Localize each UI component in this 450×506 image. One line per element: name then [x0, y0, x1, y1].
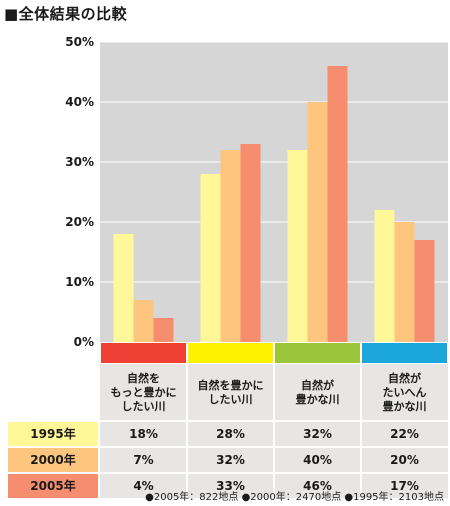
- category-strips: [101, 343, 447, 363]
- table-cell: 46%: [303, 479, 332, 493]
- row-header-label: 1995年: [30, 426, 75, 441]
- category-strip: [188, 343, 273, 363]
- bar: [220, 150, 241, 342]
- bar: [327, 66, 348, 342]
- category-strip: [362, 343, 447, 363]
- chart-title: ■全体結果の比較: [4, 5, 128, 23]
- category-label: 自然が: [388, 371, 421, 385]
- category-strip: [275, 343, 360, 363]
- category-label: 自然が: [301, 378, 334, 392]
- row-header: [8, 474, 98, 498]
- y-axis-ticks: 0% 10% 20% 30% 40% 50%: [65, 35, 94, 349]
- y-tick-label: 20%: [65, 215, 94, 229]
- row-header-label: 2000年: [30, 452, 75, 467]
- sample-size-note: ●2005年：822地点 ●2000年：2470地点 ●1995年：2103地点: [145, 492, 444, 503]
- table-cell: 4%: [133, 479, 153, 493]
- category-labels: 自然をもっと豊かにしたい川自然を豊かにしたい川自然が豊かな川自然がたいへん豊かな…: [100, 364, 448, 420]
- table-cell: 28%: [216, 427, 245, 441]
- bar: [287, 150, 308, 342]
- bar: [153, 318, 174, 342]
- bar: [414, 240, 435, 342]
- category-label: 自然を豊かに: [198, 378, 264, 392]
- y-tick-label: 50%: [65, 35, 94, 49]
- bars: [113, 66, 435, 342]
- table-cell: 32%: [216, 453, 245, 467]
- bar: [374, 210, 395, 342]
- table-cell: 32%: [303, 427, 332, 441]
- bar: [113, 234, 134, 342]
- table-cell: 20%: [390, 453, 419, 467]
- y-tick-label: 10%: [65, 275, 94, 289]
- category-label: したい川: [122, 400, 166, 413]
- category-label: 豊かな川: [296, 392, 340, 406]
- y-tick-label: 40%: [65, 95, 94, 109]
- category-label: したい川: [209, 393, 253, 406]
- bar: [200, 174, 221, 342]
- table-cell: 40%: [303, 453, 332, 467]
- category-label: 自然を: [127, 371, 160, 385]
- table-cell: 17%: [390, 479, 419, 493]
- row-header: [8, 448, 98, 472]
- bar: [240, 144, 261, 342]
- row-header: [8, 422, 98, 446]
- bar: [133, 300, 154, 342]
- category-label: もっと豊かに: [111, 385, 177, 399]
- y-tick-label: 30%: [65, 155, 94, 169]
- data-table: 1995年 18% 28% 32% 22% 2000年 7% 32% 40% 20% 2005年 4%…: [8, 422, 448, 498]
- table-cell: 22%: [390, 427, 419, 441]
- row-header-label: 2005年: [30, 478, 75, 493]
- bar: [307, 102, 328, 342]
- category-strip: [101, 343, 186, 363]
- category-label: たいへん: [383, 386, 427, 399]
- table-cell: 18%: [129, 427, 158, 441]
- table-cell: 33%: [216, 479, 245, 493]
- bar: [394, 222, 415, 342]
- table-cell: 7%: [133, 453, 153, 467]
- category-label: 豊かな川: [383, 399, 427, 413]
- y-tick-label: 0%: [74, 335, 94, 349]
